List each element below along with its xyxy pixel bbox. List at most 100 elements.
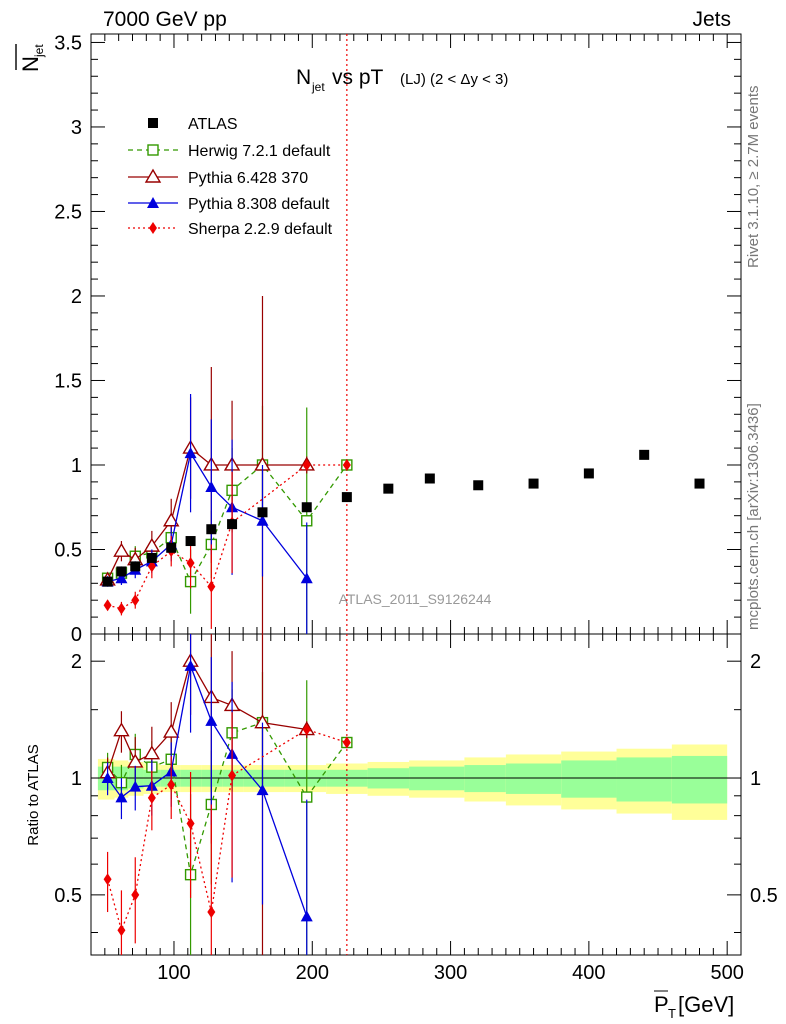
ratio-tick-label-right: 2 — [750, 651, 761, 673]
series-1-ratio-point — [113, 722, 130, 737]
atlas-point — [257, 507, 268, 518]
series-3-ratio-point — [342, 736, 351, 749]
atlas-point — [206, 524, 217, 535]
series-3-ratio-point — [207, 906, 216, 919]
series-3-point — [103, 599, 112, 612]
series-3-ratio-point — [103, 873, 112, 886]
ratio-band-inner — [505, 763, 562, 794]
series-2-point — [184, 447, 197, 459]
ratio-tick-label: 1 — [71, 768, 82, 790]
atlas-point — [528, 478, 539, 489]
series-1-point — [162, 512, 180, 527]
y-tick-label: 3.5 — [54, 32, 82, 54]
series-2-ratio-point — [300, 910, 313, 922]
series-1-ratio-line — [106, 659, 307, 773]
series-2-ratio-point — [205, 714, 218, 726]
series-3-point — [147, 560, 156, 573]
legend-label: ATLAS — [188, 116, 238, 133]
series-3-ratio-point — [186, 817, 195, 830]
atlas-point — [639, 449, 650, 460]
ratio-tick-label: 2 — [71, 651, 82, 673]
ratio-band-inner — [561, 760, 617, 798]
x-tick-label: 400 — [572, 962, 605, 984]
series-3-line — [107, 464, 347, 610]
atlas-point — [102, 576, 113, 587]
series-3-point — [302, 458, 311, 471]
x-axis-label-sub: T — [668, 1006, 676, 1021]
atlas-point — [424, 473, 435, 484]
series-3-ratio-line — [106, 728, 348, 933]
series-3-ratio-point — [147, 791, 156, 804]
atlas-point — [146, 552, 157, 563]
chart-title-3: (LJ) (2 < Δy < 3) — [400, 71, 508, 88]
series-3-point — [207, 580, 216, 593]
atlas-point — [116, 566, 127, 577]
legend-marker — [144, 168, 162, 183]
y-axis-label: N — [18, 56, 43, 72]
legend-label: Herwig 7.2.1 default — [188, 143, 331, 160]
atlas-point — [383, 483, 394, 494]
ratio-band-inner — [616, 757, 672, 802]
series-3-ratio-point — [302, 723, 311, 736]
series-2-point — [256, 514, 269, 526]
y-tick-label: 2 — [71, 286, 82, 308]
header-left: 7000 GeV pp — [103, 8, 227, 31]
legend-label: Pythia 6.428 370 — [188, 170, 308, 187]
y-axis-label-sub: jet — [32, 44, 46, 58]
header-right: Jets — [692, 8, 731, 31]
series-3-point — [117, 602, 126, 615]
series-1-ratio-point — [143, 745, 161, 760]
legend-marker — [148, 118, 158, 128]
series-3-ratio-point — [228, 769, 237, 782]
series-3-ratio-point — [117, 924, 126, 937]
legend-marker — [147, 197, 159, 208]
x-tick-label: 100 — [157, 962, 190, 984]
ratio-band-inner — [464, 765, 506, 793]
x-tick-label: 200 — [296, 962, 329, 984]
x-tick-label: 300 — [434, 962, 467, 984]
series-3-point — [131, 594, 140, 607]
y-tick-label: 0.5 — [54, 539, 82, 561]
chart-title: N — [296, 66, 311, 89]
y-tick-label: 0 — [71, 624, 82, 646]
series-2-point — [300, 572, 313, 584]
atlas-point — [583, 468, 594, 479]
y-tick-label: 1.5 — [54, 370, 82, 392]
series-1-point — [113, 542, 130, 557]
ratio-band-inner — [671, 755, 728, 804]
atlas-point — [166, 542, 177, 553]
chart-title-sub: jet — [311, 80, 325, 94]
x-tick-label: 500 — [710, 962, 743, 984]
ratio-tick-label-right: 1 — [750, 768, 761, 790]
series-2-point — [205, 480, 218, 492]
atlas-point — [301, 502, 312, 513]
legend-marker — [149, 222, 157, 234]
legend-label: Pythia 8.308 default — [188, 196, 330, 213]
series-2-ratio-point — [129, 780, 142, 792]
atlas-point — [341, 492, 352, 503]
series-3-point — [342, 458, 351, 471]
y-tick-label: 2.5 — [54, 201, 82, 223]
series-1-ratio-point — [162, 723, 180, 738]
ratio-tick-label: 0.5 — [54, 885, 82, 907]
series-2-point — [115, 572, 128, 584]
ratio-axis-label: Ratio to ATLAS — [25, 744, 42, 845]
x-axis-label-unit: [GeV] — [678, 992, 734, 1017]
series-2-ratio-point — [115, 791, 128, 803]
atlas-point — [185, 536, 196, 547]
series-2-ratio-point — [101, 772, 114, 784]
series-3-point — [186, 557, 195, 570]
x-axis-label: P — [654, 992, 669, 1017]
chart-title-2: vs pT — [332, 66, 384, 89]
analysis-tag: ATLAS_2011_S9126244 — [339, 591, 492, 607]
legend-marker — [147, 144, 159, 156]
series-2-line — [107, 451, 308, 583]
y-tick-label: 3 — [71, 117, 82, 139]
y-tick-label: 1 — [71, 455, 82, 477]
atlas-point — [227, 519, 238, 530]
atlas-point — [130, 561, 141, 572]
atlas-point — [694, 478, 705, 489]
ratio-panel-frame — [90, 633, 742, 956]
series-2-ratio-point — [256, 784, 269, 796]
